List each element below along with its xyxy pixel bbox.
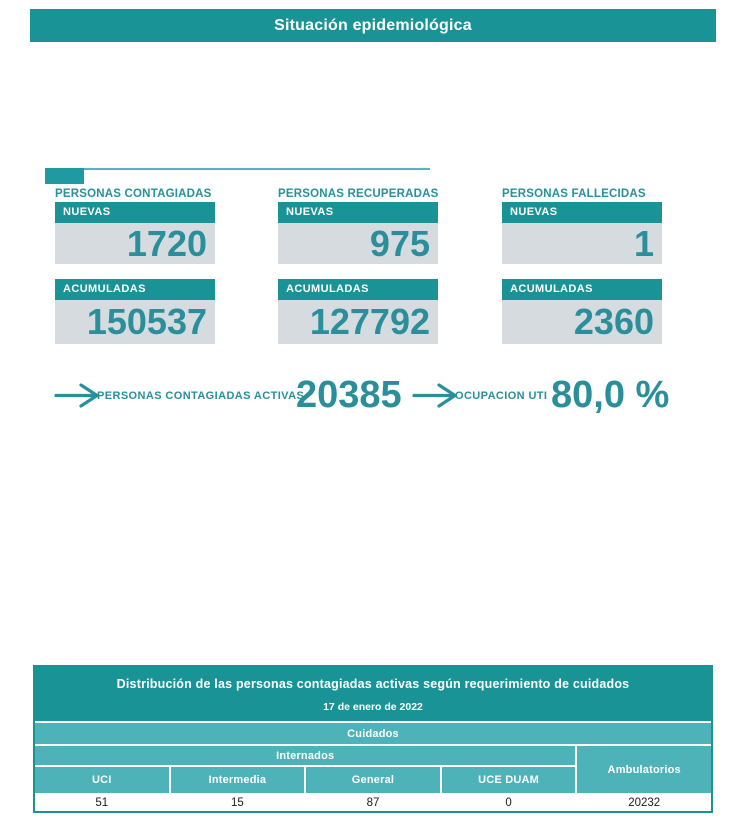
- column-header-intermedia: Intermedia: [170, 767, 305, 793]
- stat-column-recuperadas: PERSONAS RECUPERADAS NUEVAS 975 ACUMULAD…: [278, 186, 438, 344]
- card-contagiadas-nuevas: NUEVAS 1720: [55, 202, 215, 264]
- card-fallecidas-nuevas: NUEVAS 1: [502, 202, 662, 264]
- page-title-bar: Situación epidemiológica: [30, 9, 716, 42]
- column-header-uce-duam: UCE DUAM: [441, 767, 576, 793]
- card-fallecidas-acumuladas: ACUMULADAS 2360: [502, 279, 662, 344]
- stat-column-contagiadas: PERSONAS CONTAGIADAS NUEVAS 1720 ACUMULA…: [55, 186, 215, 344]
- card-recuperadas-nuevas: NUEVAS 975: [278, 202, 438, 264]
- card-value: 1720: [55, 223, 215, 264]
- care-distribution-table: Distribución de las personas contagiadas…: [33, 665, 713, 813]
- stat-column-title: PERSONAS RECUPERADAS: [278, 188, 439, 200]
- value-general: 87: [306, 795, 440, 811]
- value-uce-duam: 0: [441, 795, 576, 811]
- card-header: NUEVAS: [502, 202, 662, 223]
- card-value: 2360: [502, 300, 662, 344]
- column-header-uci: UCI: [35, 767, 169, 793]
- card-value: 127792: [278, 300, 438, 344]
- section-divider-line: [45, 168, 430, 170]
- card-header: NUEVAS: [278, 202, 438, 223]
- card-value: 1: [502, 223, 662, 264]
- section-divider-tab: [45, 168, 84, 184]
- table-title: Distribución de las personas contagiadas…: [35, 667, 711, 701]
- card-header: NUEVAS: [55, 202, 215, 223]
- group-header-internados: Internados: [35, 746, 576, 765]
- stat-column-fallecidas: PERSONAS FALLECIDAS NUEVAS 1 ACUMULADAS …: [502, 186, 662, 344]
- stat-column-title: PERSONAS CONTAGIADAS: [55, 188, 212, 200]
- right-arrow-icon: [412, 383, 457, 408]
- column-header-ambulatorios: Ambulatorios: [577, 746, 711, 793]
- table-date: 17 de enero de 2022: [35, 701, 711, 721]
- actives-label: PERSONAS CONTAGIADAS ACTIVAS: [97, 389, 305, 402]
- card-value: 150537: [55, 300, 215, 344]
- table-grid: Cuidados Internados Ambulatorios UCI Int…: [35, 721, 711, 811]
- actives-value: 20385: [296, 374, 402, 416]
- value-ambulatorios: 20232: [577, 795, 711, 811]
- uti-occupancy-value: 80,0 %: [551, 374, 670, 416]
- card-recuperadas-acumuladas: ACUMULADAS 127792: [278, 279, 438, 344]
- card-contagiadas-acumuladas: ACUMULADAS 150537: [55, 279, 215, 344]
- card-header: ACUMULADAS: [502, 279, 662, 300]
- card-value: 975: [278, 223, 438, 264]
- uti-occupancy-label: OCUPACION UTI: [455, 389, 548, 402]
- column-header-general: General: [306, 767, 440, 793]
- card-header: ACUMULADAS: [278, 279, 438, 300]
- right-arrow-icon: [54, 383, 99, 408]
- card-header: ACUMULADAS: [55, 279, 215, 300]
- value-intermedia: 15: [170, 795, 305, 811]
- page-title: Situación epidemiológica: [274, 16, 472, 34]
- stat-column-title: PERSONAS FALLECIDAS: [502, 188, 646, 200]
- group-header-cuidados: Cuidados: [35, 723, 711, 744]
- value-uci: 51: [35, 795, 169, 811]
